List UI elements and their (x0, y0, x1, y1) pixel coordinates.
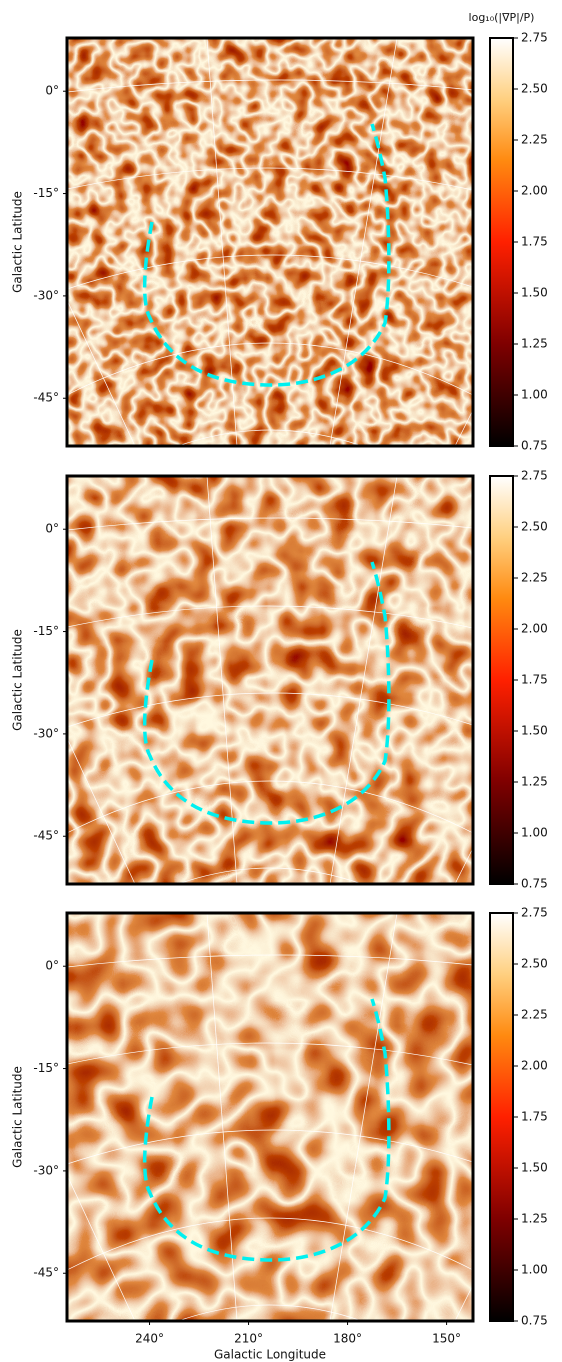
colorbar-tick-label: 1.00 (521, 1263, 548, 1277)
graticule-line (206, 913, 238, 1321)
colorbar-tick-label: 2.75 (521, 31, 548, 45)
y-tick-label: -45° (33, 829, 59, 843)
plot-frame (65, 36, 475, 448)
y-tick-label: -15° (33, 186, 59, 200)
colorbar-tick-label: 2.50 (521, 82, 548, 96)
x-tick-label: 180° (333, 1332, 362, 1346)
graticule-line (67, 79, 473, 93)
graticule-line (329, 913, 398, 1321)
map-image (67, 913, 473, 1321)
y-tick-label: 0° (45, 84, 59, 98)
region-outline (142, 123, 391, 387)
colorbar-tick-label: 1.50 (521, 1161, 548, 1175)
y-tick-label: 0° (45, 959, 59, 973)
region-outline (142, 561, 391, 825)
graticule-line (67, 1042, 473, 1066)
graticule-line (67, 1174, 136, 1321)
graticule-line (67, 1217, 473, 1271)
colorbar-tick-label: 1.75 (521, 235, 548, 249)
graticule-line (67, 1129, 473, 1165)
y-tick-label: -30° (33, 1163, 59, 1177)
graticule-line (454, 1284, 473, 1321)
colorbar-tick-label: 2.75 (521, 906, 548, 920)
colorbar (489, 475, 514, 885)
graticule-line (67, 254, 473, 290)
map-panel (67, 476, 473, 884)
graticule-line (67, 954, 473, 968)
colorbar-tick-label: 0.75 (521, 1314, 548, 1328)
graticule-line (67, 780, 473, 834)
colorbar-tick-label: 1.25 (521, 775, 548, 789)
y-tick-label: -45° (33, 1266, 59, 1280)
colorbar-tick-label: 1.25 (521, 1212, 548, 1226)
colorbar-tick-label: 2.25 (521, 571, 548, 585)
colorbar-tick-label: 2.00 (521, 622, 548, 636)
colorbar (489, 37, 514, 447)
colorbar-tick-label: 1.75 (521, 1110, 548, 1124)
graticule-line (67, 517, 473, 531)
graticule-line (67, 167, 473, 191)
graticule-line (329, 476, 398, 884)
y-tick-label: -15° (33, 1061, 59, 1075)
graticule-line (177, 867, 363, 884)
colorbar-label: log₁₀(|∇P|/P) (469, 11, 535, 24)
colorbar-tick-label: 2.00 (521, 184, 548, 198)
colorbar-tick-label: 1.50 (521, 724, 548, 738)
colorbar-tick-label: 2.50 (521, 957, 548, 971)
colorbar-tick-label: 2.75 (521, 469, 548, 483)
x-axis-label: Galactic Longitude (214, 1348, 326, 1362)
graticule-line (67, 605, 473, 629)
y-tick-label: -15° (33, 624, 59, 638)
y-tick-label: -30° (33, 726, 59, 740)
colorbar-tick-label: 2.25 (521, 133, 548, 147)
graticule-line (67, 737, 136, 884)
graticule-line (67, 299, 136, 446)
map-image (67, 38, 473, 446)
colorbar-tick-label: 2.00 (521, 1059, 548, 1073)
graticule-line (206, 476, 238, 884)
colorbar-tick-label: 1.25 (521, 337, 548, 351)
graticule-line (177, 1304, 363, 1321)
y-axis-label: Galactic Latitude (11, 1066, 25, 1168)
plot-frame (65, 474, 475, 886)
graticule-line (67, 692, 473, 728)
x-tick-label: 240° (135, 1332, 164, 1346)
colorbar-tick-label: 1.75 (521, 673, 548, 687)
graticule-line (177, 429, 363, 446)
x-tick-label: 150° (432, 1332, 461, 1346)
y-axis-label: Galactic Latitude (11, 629, 25, 731)
x-tick-label: 210° (234, 1332, 263, 1346)
colorbar-tick-label: 1.00 (521, 388, 548, 402)
graticule-line (329, 38, 398, 446)
colorbar-tick-label: 1.00 (521, 826, 548, 840)
map-panel (67, 913, 473, 1321)
graticule-line (67, 342, 473, 396)
map-image (67, 476, 473, 884)
colorbar (489, 912, 514, 1322)
graticule-line (454, 847, 473, 884)
colorbar-tick-label: 2.50 (521, 520, 548, 534)
colorbar-tick-label: 0.75 (521, 439, 548, 453)
y-axis-label: Galactic Latitude (11, 191, 25, 293)
plot-frame (65, 911, 475, 1323)
graticule-line (454, 409, 473, 446)
colorbar-tick-label: 1.50 (521, 286, 548, 300)
colorbar-tick-label: 0.75 (521, 877, 548, 891)
colorbar-tick-label: 2.25 (521, 1008, 548, 1022)
y-tick-label: -30° (33, 288, 59, 302)
y-tick-label: 0° (45, 522, 59, 536)
map-panel (67, 38, 473, 446)
region-outline (142, 998, 391, 1262)
graticule-line (206, 38, 238, 446)
y-tick-label: -45° (33, 391, 59, 405)
